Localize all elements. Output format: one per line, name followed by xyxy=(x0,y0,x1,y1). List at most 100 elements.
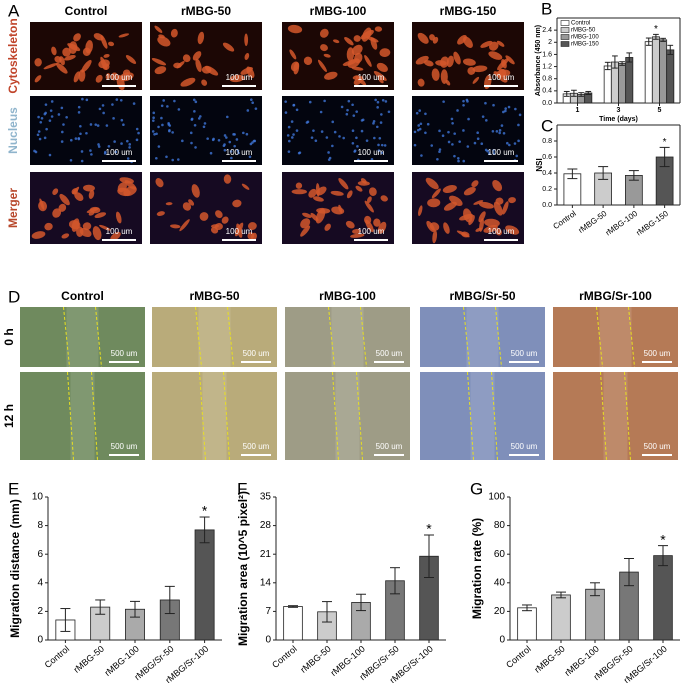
y-tick-label: 21 xyxy=(260,549,272,560)
x-tick-label: Control xyxy=(43,644,72,670)
y-axis-label: Migration rate (%) xyxy=(470,518,484,619)
nucleus-dot xyxy=(426,122,430,126)
cell xyxy=(425,177,439,190)
nucleus-dot xyxy=(287,150,291,153)
cell xyxy=(295,182,303,189)
cell xyxy=(308,188,317,198)
nucleus-dot xyxy=(286,134,290,137)
y-tick-label: 4 xyxy=(37,577,43,588)
cell xyxy=(56,62,68,74)
nucleus-dot xyxy=(155,132,158,136)
nucleus-dot xyxy=(347,99,351,103)
nucleus-dot xyxy=(346,108,349,112)
nucleus-dot xyxy=(372,122,375,125)
nucleus-dot xyxy=(287,125,291,129)
cell xyxy=(246,66,255,79)
nucleus-dot xyxy=(69,159,73,162)
wound-image xyxy=(285,372,410,460)
cell xyxy=(431,68,440,81)
cell xyxy=(475,227,482,232)
cell xyxy=(115,211,122,224)
legend-swatch xyxy=(560,34,570,40)
y-tick-label: 0 xyxy=(499,635,505,646)
nucleus-dot xyxy=(229,150,233,153)
cell xyxy=(201,79,208,86)
panel-label: E xyxy=(8,479,19,498)
nucleus-dot xyxy=(413,143,417,147)
nucleus-dot xyxy=(284,111,288,114)
nucleus-dot xyxy=(310,136,314,139)
legend-swatch xyxy=(560,41,570,47)
wound-edge xyxy=(495,306,502,368)
nucleus-dot xyxy=(81,97,84,101)
nucleus-dot xyxy=(90,153,93,156)
cell xyxy=(78,69,86,82)
nucleus-dot xyxy=(467,117,470,121)
nucleus-dot xyxy=(325,136,329,139)
cell xyxy=(446,55,454,68)
nucleus-dot xyxy=(424,112,427,116)
nucleus-dot xyxy=(171,131,174,134)
nucleus-dot xyxy=(225,136,228,139)
nucleus-dot xyxy=(155,156,158,160)
cell xyxy=(377,221,387,234)
cell xyxy=(480,40,493,48)
nucleus-dot xyxy=(492,103,495,107)
y-tick-label: 60 xyxy=(494,549,506,560)
nucleus-dot xyxy=(466,100,469,103)
wound-image xyxy=(553,307,678,367)
cell xyxy=(319,28,329,38)
cell xyxy=(125,55,137,65)
cell xyxy=(156,211,165,216)
nucleus-dot xyxy=(190,118,194,121)
nucleus-dot xyxy=(225,115,229,119)
nucleus-dot xyxy=(246,109,250,112)
y-tick-label: 8 xyxy=(37,520,43,531)
nucleus-dot xyxy=(128,143,132,146)
nucleus-dot xyxy=(43,136,47,140)
nucleus-dot xyxy=(85,98,89,102)
cell xyxy=(315,208,326,224)
nucleus-dot xyxy=(137,131,140,135)
y-tick-label: 80 xyxy=(494,520,506,531)
significance-marker: * xyxy=(426,521,432,537)
cell xyxy=(357,181,370,186)
nucleus-dot xyxy=(295,129,299,132)
cell xyxy=(493,201,503,216)
cell xyxy=(293,62,300,75)
nucleus-dot xyxy=(199,115,202,118)
scale-bar-label: 500 um xyxy=(111,349,138,358)
cell xyxy=(483,224,498,233)
nucleus-dot xyxy=(481,115,485,118)
nucleus-dot xyxy=(79,132,82,136)
nucleus-dot xyxy=(111,103,114,106)
nucleus-dot xyxy=(251,141,254,144)
wound-image xyxy=(152,307,277,367)
cell xyxy=(61,233,70,239)
nucleus-dot xyxy=(291,136,294,139)
nucleus-dot xyxy=(498,131,501,135)
nucleus-dot xyxy=(376,100,380,104)
y-tick-label: 28 xyxy=(260,520,272,531)
cell xyxy=(170,28,178,38)
cell xyxy=(118,33,130,38)
wound-edge xyxy=(463,306,470,368)
cell xyxy=(462,58,476,66)
y-tick-label: 2.4 xyxy=(542,27,552,34)
cell xyxy=(79,227,92,238)
cell xyxy=(199,212,209,221)
nucleus-dot xyxy=(245,132,249,136)
nucleus-dot xyxy=(438,129,441,133)
y-tick-label: 100 xyxy=(488,492,505,503)
cell xyxy=(355,185,363,192)
nucleus-dot xyxy=(498,129,502,132)
cell xyxy=(105,73,111,80)
cell xyxy=(43,63,58,70)
cell xyxy=(418,205,423,217)
y-tick-label: 40 xyxy=(494,577,506,588)
cell xyxy=(173,62,182,69)
cell xyxy=(52,208,62,218)
nucleus-dot xyxy=(379,121,383,124)
cell xyxy=(151,57,167,66)
panel-label: F xyxy=(237,479,247,498)
